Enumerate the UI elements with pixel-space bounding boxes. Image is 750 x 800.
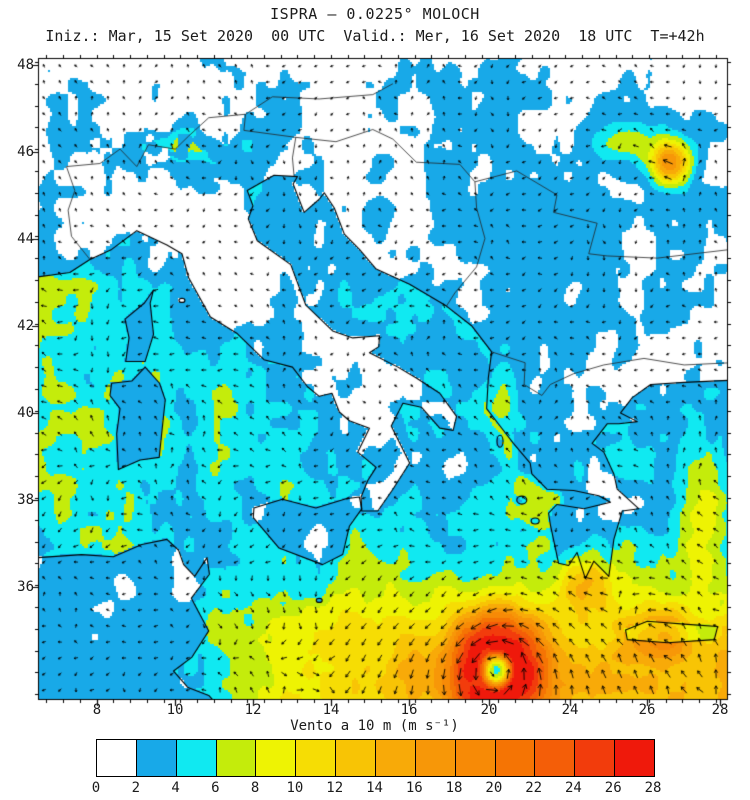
colorbar-tick-label: 2 — [131, 780, 140, 796]
colorbar-cell — [575, 740, 616, 776]
colorbar-tick-label: 4 — [171, 780, 180, 796]
colorbar-cell — [296, 740, 337, 776]
colorbar-cell — [615, 740, 655, 776]
x-axis-tick-label: 24 — [561, 702, 579, 718]
colorbar-tick-label: 16 — [405, 780, 423, 796]
y-axis-tick-label: 38 — [17, 492, 34, 508]
colorbar-tick-label: 0 — [91, 780, 101, 796]
colorbar-tick-label: 10 — [286, 780, 304, 796]
colorbar-cell — [176, 740, 217, 776]
y-axis-tick-label: 44 — [17, 231, 34, 247]
x-axis-tick-label: 28 — [711, 702, 729, 718]
colorbar-tick-label: 26 — [604, 780, 622, 796]
colorbar-tick-label: 8 — [250, 780, 260, 796]
colorbar-tick-label: 22 — [525, 780, 543, 796]
map-panel — [30, 50, 736, 708]
y-axis-tick-label: 42 — [17, 318, 34, 334]
colorbar-title: Vento a 10 m (m s⁻¹) — [290, 718, 459, 734]
y-axis-tick-label: 48 — [17, 57, 34, 73]
colorbar-tick-label: 18 — [445, 780, 463, 796]
wind-map-canvas — [30, 50, 736, 708]
colorbar-tick-label: 20 — [485, 780, 503, 796]
colorbar-cell — [415, 740, 456, 776]
colorbar-tick-label: 12 — [326, 780, 344, 796]
x-axis-tick-label: 12 — [244, 702, 262, 718]
y-axis-tick-label: 46 — [17, 144, 34, 160]
x-axis-tick-label: 10 — [166, 702, 184, 718]
colorbar-tick-label: 6 — [211, 780, 220, 796]
colorbar-cell — [336, 740, 377, 776]
colorbar-tick-label: 28 — [644, 780, 662, 796]
x-axis-tick-label: 26 — [638, 702, 656, 718]
figure-subtitle: Iniz.: Mar, 15 Set 2020 00 UTC Valid.: M… — [45, 27, 705, 45]
figure-title: ISPRA – 0.0225° MOLOCH — [270, 5, 480, 23]
colorbar-cell — [376, 740, 416, 776]
colorbar — [96, 739, 655, 777]
x-axis-tick-label: 16 — [400, 702, 418, 718]
colorbar-cell — [136, 740, 177, 776]
y-axis-tick-label: 40 — [17, 405, 34, 421]
x-axis-tick-label: 20 — [480, 702, 498, 718]
colorbar-tick-label: 14 — [366, 780, 383, 796]
x-axis-tick-label: 8 — [92, 702, 102, 718]
colorbar-cell — [256, 740, 297, 776]
x-axis-tick-label: 14 — [322, 702, 340, 718]
colorbar-tick-label: 24 — [564, 780, 582, 796]
colorbar-cell — [535, 740, 576, 776]
colorbar-cell — [495, 740, 536, 776]
y-axis-tick-label: 36 — [17, 579, 34, 595]
colorbar-cell — [216, 740, 257, 776]
colorbar-cell — [97, 740, 137, 776]
colorbar-cell — [455, 740, 496, 776]
